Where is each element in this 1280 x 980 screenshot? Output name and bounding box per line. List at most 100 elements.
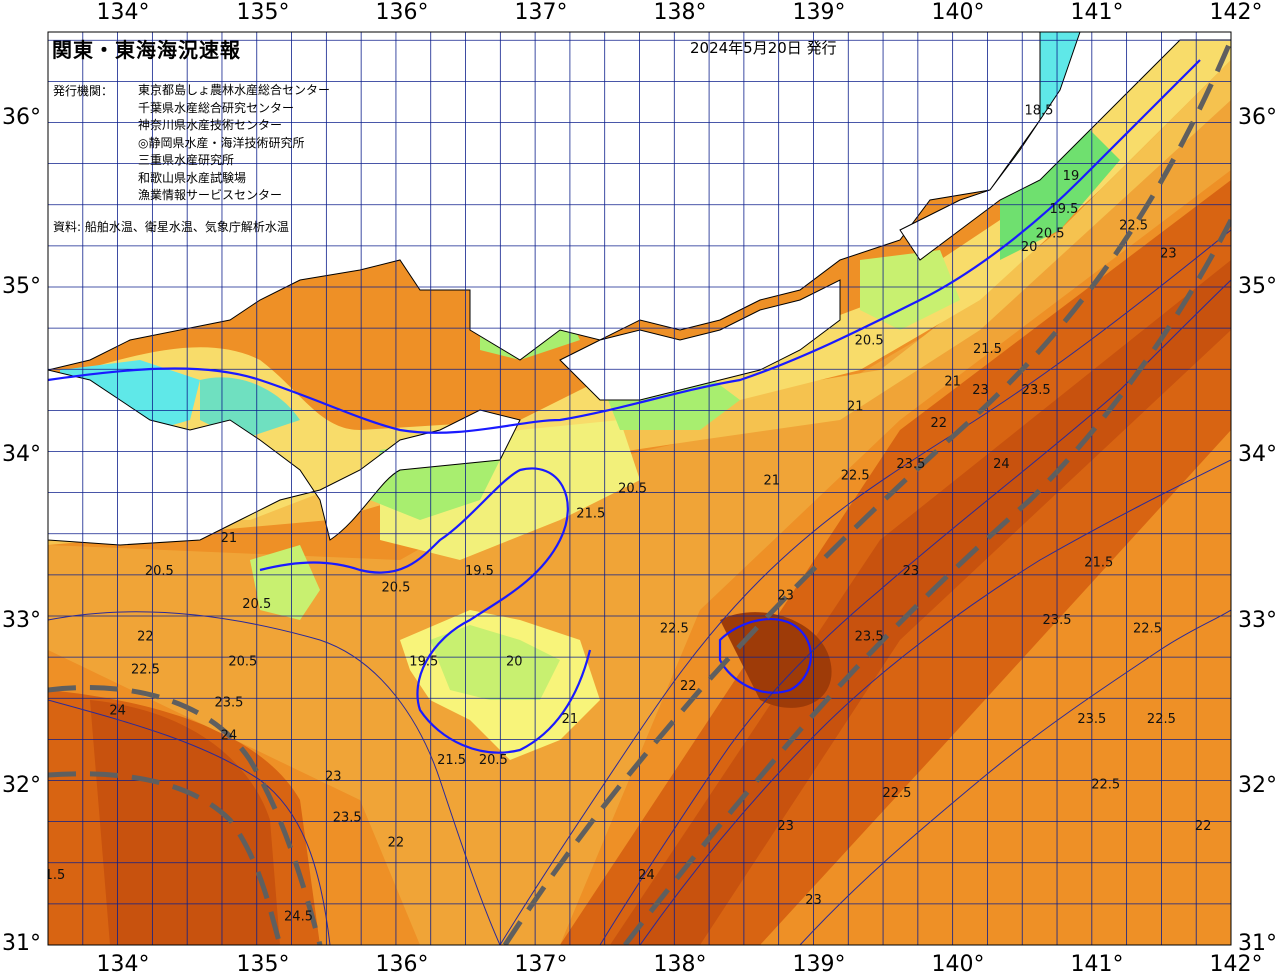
lat-label-right: 32° [1238,773,1277,798]
isotherm-label: 22.5 [841,468,870,483]
isotherm-label: 23 [903,564,920,579]
isotherm-label: 24 [109,704,126,719]
isotherm-label: 21.5 [437,753,466,768]
lat-label-left: 34° [2,442,41,467]
isotherm-label: 22 [930,416,947,431]
lat-label-right: 36° [1238,105,1277,130]
isotherm-label: 23 [777,589,794,604]
isotherm-label: 23.5 [855,630,884,645]
lat-label-left: 33° [2,608,41,633]
lon-label-bottom: 134° [96,952,150,977]
lat-lon-grid [48,32,1231,945]
lon-label-top: 137° [514,0,568,25]
lat-label-left: 32° [2,773,41,798]
lat-label-right: 31° [1238,931,1277,956]
data-source: 資料: 船舶水温、衛星水温、気象庁解析水温 [53,220,289,234]
issuer-item: ◎静岡県水産・海洋技術研究所 [138,135,305,150]
lat-label-right: 34° [1238,442,1277,467]
map-title: 関東・東海海況速報 [52,38,241,62]
isotherm-label: 20.5 [228,654,257,669]
lat-label-right: 35° [1238,274,1277,299]
isotherm-label: 23.5 [333,811,362,826]
isotherm-label: 22.5 [660,621,689,636]
isotherm-label: 23 [777,819,794,834]
isotherm-label: 21 [221,531,238,546]
isotherm-label: 19 [1063,169,1080,184]
lon-label-bottom: 142° [1209,952,1263,977]
isotherm-label: 22 [137,630,154,645]
isotherm-label: 19.5 [465,564,494,579]
isotherm-label: 20.5 [855,334,884,349]
lat-label-left: 31° [2,931,41,956]
isotherm-label: 23 [805,893,822,908]
isotherm-label: 22.5 [882,786,911,801]
lon-label-bottom: 141° [1070,952,1124,977]
lon-label-top: 139° [792,0,846,25]
isotherm-label: 21 [763,473,780,488]
isotherm-label: 21.5 [973,342,1002,357]
isotherm-label: 20.5 [145,564,174,579]
lon-label-bottom: 139° [792,952,846,977]
isotherm-label: 20.5 [1036,227,1065,242]
isotherm-label: 22.5 [1133,621,1162,636]
isotherm-label: 22 [388,835,405,850]
lon-label-top: 142° [1209,0,1263,25]
land-mass [48,32,1231,546]
isotherm-label: 21 [847,399,864,414]
lon-label-top: 134° [96,0,150,25]
lon-label-bottom: 135° [236,952,290,977]
isotherm-label: 23.5 [1022,383,1051,398]
isotherm-label: 22.5 [131,663,160,678]
isotherm-label: 23.5 [896,457,925,472]
isotherm-label: 23 [972,383,989,398]
lon-label-top: 135° [236,0,290,25]
isotherm-label: 18.5 [1024,103,1053,118]
issuer-list: 東京都島しょ農林水産総合センター 千葉県水産総合研究センター 神奈川県水産技術セ… [138,82,330,205]
lat-label-left: 35° [2,274,41,299]
isotherm-label: 22 [680,679,697,694]
isotherm-label: 1.5 [45,868,66,883]
lat-label-left: 36° [2,105,41,130]
isotherm-labels: 18.51919.52020.520.521212121.521.5222222… [45,103,1212,924]
lon-label-top: 141° [1070,0,1124,25]
issuer-label: 発行機関： [53,84,114,98]
lon-label-top: 140° [931,0,985,25]
isotherm-label: 22 [1195,819,1212,834]
issuer-item: 神奈川県水産技術センター [138,118,283,132]
isotherm-label: 21 [562,712,579,727]
isotherm-label: 24 [221,728,238,743]
lon-label-bottom: 138° [653,952,707,977]
isotherm-label: 22.5 [1147,712,1176,727]
issuer-item: 漁業情報サービスセンター [138,188,283,202]
isotherm-label: 23.5 [214,695,243,710]
isotherm-label: 23.5 [1077,712,1106,727]
isotherm-label: 20.5 [618,482,647,497]
isotherm-label: 19.5 [1050,202,1079,217]
isotherm-label: 21.5 [1084,556,1113,571]
isotherm-label: 20 [1021,240,1038,255]
lon-label-top: 138° [653,0,707,25]
lon-label-bottom: 136° [375,952,429,977]
kuroshio-axis [48,39,1231,945]
issuer-item: 三重県水産研究所 [138,153,235,167]
isotherm-label: 23 [325,769,342,784]
isotherm-label: 24 [638,868,655,883]
issuer-item: 東京都島しょ農林水産総合センター [138,83,331,97]
isotherm-label: 23 [1160,246,1177,261]
isotherm-label: 21 [944,375,961,390]
issuer-item: 和歌山県水産試験場 [138,170,247,185]
isotherm-label: 24 [993,457,1010,472]
isotherm-label: 22.5 [1091,778,1120,793]
isotherm-lines [48,59,1231,945]
lon-label-bottom: 137° [514,952,568,977]
isotherm-label: 20.5 [479,753,508,768]
isotherm-label: 23.5 [1043,613,1072,628]
isotherm-label: 24.5 [284,909,313,924]
isotherm-label: 21.5 [576,506,605,521]
lon-label-bottom: 140° [931,952,985,977]
isotherm-label: 19.5 [409,654,438,669]
isotherm-label: 20 [506,654,523,669]
lat-label-right: 33° [1238,608,1277,633]
